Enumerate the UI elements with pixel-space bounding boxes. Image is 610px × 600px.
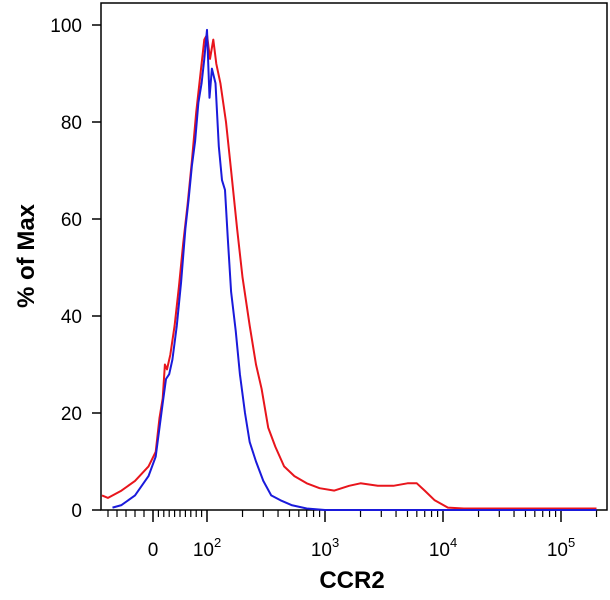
y-tick-label: 20	[61, 404, 82, 425]
y-tick-label: 0	[71, 501, 82, 522]
series-line-1	[101, 33, 597, 510]
x-tick-label: 0	[148, 540, 159, 561]
y-tick-label: 60	[61, 210, 82, 231]
x-tick-label: 102	[193, 535, 221, 561]
y-tick-label: 80	[61, 113, 82, 134]
y-axis-title: % of Max	[13, 203, 40, 308]
x-axis-title: CCR2	[319, 567, 384, 594]
x-tick-label: 105	[547, 535, 575, 561]
y-tick-label: 40	[61, 307, 82, 328]
x-tick-label: 104	[429, 535, 457, 561]
series-line-2	[112, 28, 597, 511]
x-tick-label: 103	[311, 535, 339, 561]
y-tick-label: 100	[50, 16, 82, 37]
plot-frame	[100, 2, 608, 511]
